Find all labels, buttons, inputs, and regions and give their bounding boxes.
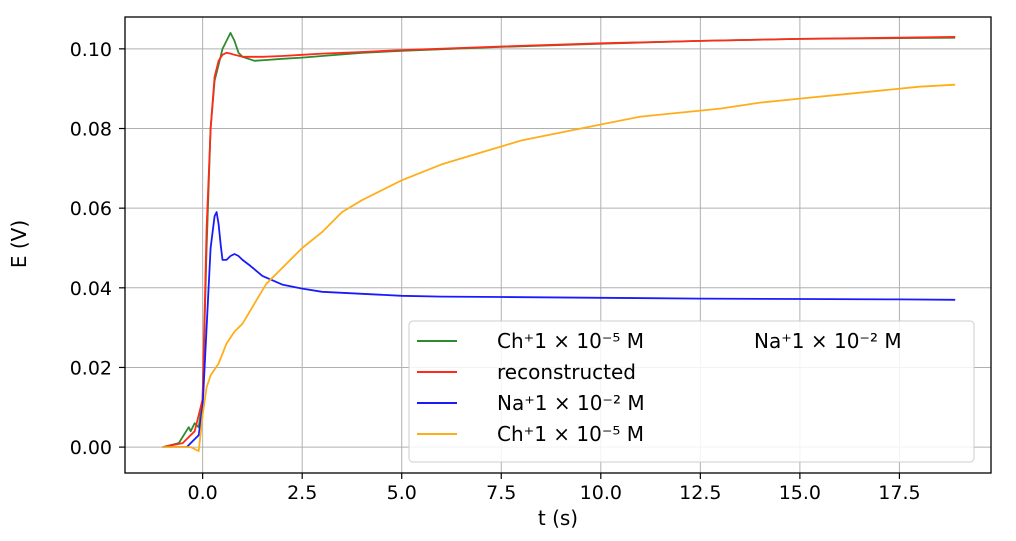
y-axis-ticks: 0.00 0.02 0.04 0.06 0.08 0.10 bbox=[70, 39, 125, 459]
legend-box bbox=[408, 320, 975, 463]
y-axis-label: E (V) bbox=[7, 220, 31, 268]
y-tick-label: 0.02 bbox=[70, 357, 112, 379]
x-axis-ticks: 0.0 2.5 5.0 7.5 10.0 12.5 15.0 17.5 bbox=[188, 473, 921, 504]
x-tick-label: 15.0 bbox=[779, 482, 821, 504]
x-tick-label: 0.0 bbox=[188, 482, 218, 504]
plot-frame bbox=[124, 16, 992, 474]
legend-column-header: Na⁺1 × 10⁻² M bbox=[754, 329, 902, 353]
na-series-line bbox=[162, 211, 956, 449]
legend-entry-label: reconstructed bbox=[497, 360, 636, 384]
x-tick-label: 17.5 bbox=[878, 482, 920, 504]
x-tick-label: 12.5 bbox=[679, 482, 721, 504]
legend-entry-label: Ch⁺1 × 10⁻⁵ M bbox=[497, 422, 644, 446]
y-tick-label: 0.10 bbox=[70, 39, 112, 61]
legend-entry-label: Na⁺1 × 10⁻² M bbox=[497, 391, 645, 415]
x-tick-label: 2.5 bbox=[287, 482, 317, 504]
legend: Ch⁺1 × 10⁻⁵ M reconstructed Na⁺1 × 10⁻² M C… bbox=[408, 320, 975, 463]
reconstructed-series-line bbox=[162, 36, 956, 448]
legend-entry-label: Ch⁺1 × 10⁻⁵ M bbox=[497, 329, 644, 353]
y-tick-label: 0.08 bbox=[70, 119, 112, 141]
x-axis-label: t (s) bbox=[538, 506, 578, 530]
x-tick-label: 10.0 bbox=[580, 482, 622, 504]
y-tick-label: 0.06 bbox=[70, 198, 112, 220]
ch-orange-series-line bbox=[162, 83, 956, 453]
x-tick-label: 5.0 bbox=[387, 482, 417, 504]
series-lines bbox=[162, 32, 956, 453]
y-tick-label: 0.00 bbox=[70, 437, 112, 459]
x-tick-label: 7.5 bbox=[486, 482, 516, 504]
y-tick-label: 0.04 bbox=[70, 278, 112, 300]
